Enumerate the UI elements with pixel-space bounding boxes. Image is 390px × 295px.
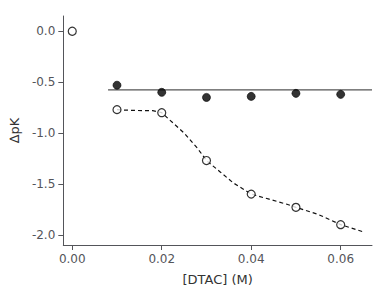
- svg-text:0.00: 0.00: [59, 252, 86, 266]
- svg-text:0.02: 0.02: [148, 252, 175, 266]
- svg-text:[DTAC] (M): [DTAC] (M): [182, 272, 252, 287]
- svg-text:0.06: 0.06: [327, 252, 354, 266]
- svg-text:0.04: 0.04: [238, 252, 265, 266]
- svg-text:-1.0: -1.0: [32, 126, 55, 140]
- svg-text:∆pK: ∆pK: [7, 117, 22, 144]
- svg-text:-0.5: -0.5: [32, 75, 55, 89]
- svg-text:-2.0: -2.0: [32, 228, 55, 242]
- svg-text:0.0: 0.0: [36, 24, 55, 38]
- svg-text:-1.5: -1.5: [32, 177, 55, 191]
